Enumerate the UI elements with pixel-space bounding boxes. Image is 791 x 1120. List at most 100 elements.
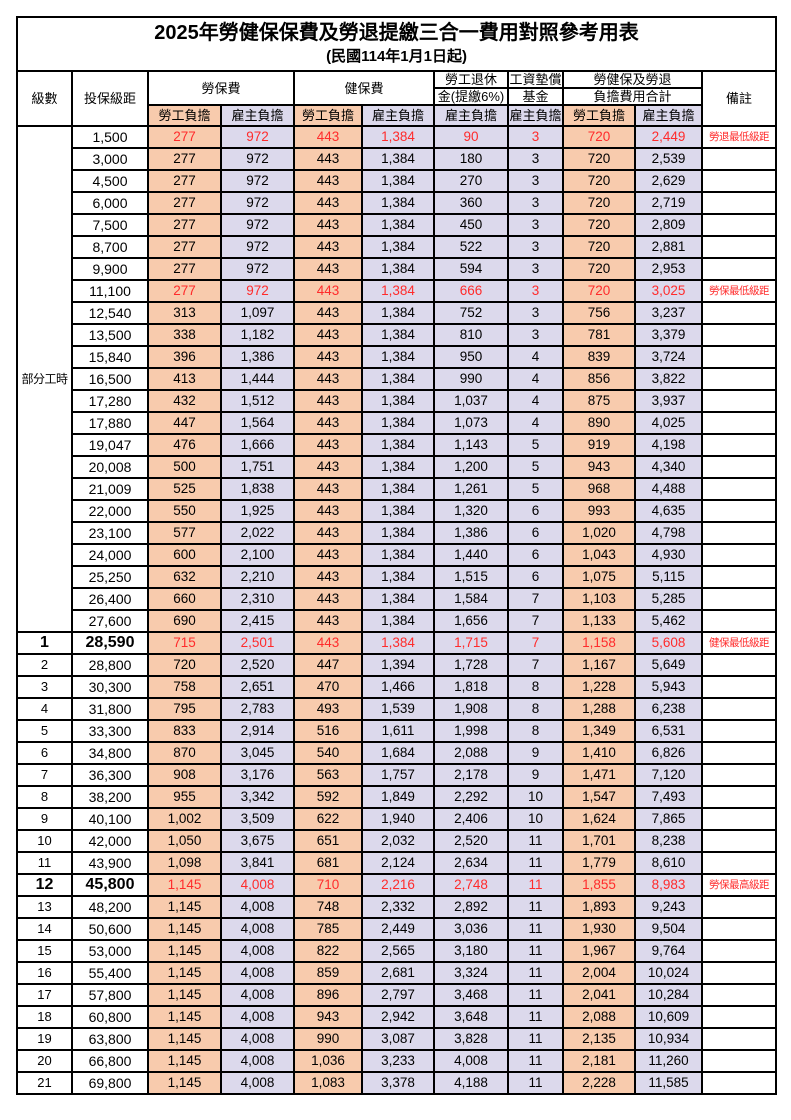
subheader-health-employer: 雇主負擔 [361,104,435,127]
value-cell: 2,135 [562,1027,636,1051]
value-cell: 919 [562,433,636,457]
value-cell: 2,041 [562,983,636,1007]
table-row: 24,000 600 2,100 443 1,384 1,440 6 1,043 4,930 [17,543,778,567]
value-cell: 3,822 [634,367,703,391]
bracket-cell: 13,500 [71,323,149,347]
value-cell: 1,145 [147,873,222,897]
value-cell: 1,097 [220,301,295,325]
value-cell: 5,608 [634,631,703,655]
value-cell: 8,238 [634,829,703,853]
value-cell: 443 [293,301,363,325]
value-cell: 622 [293,807,363,831]
value-cell: 443 [293,147,363,171]
bracket-cell: 31,800 [71,697,149,721]
table-row: 5 33,300 833 2,914 516 1,611 1,998 8 1,349 6,531 [16,719,778,743]
subheader-total-employer: 雇主負擔 [634,104,703,127]
value-cell: 3 [507,169,564,193]
value-cell: 1,925 [220,499,295,523]
value-cell: 833 [147,719,222,743]
value-cell: 2,565 [361,939,435,963]
header-row-2: 金(提繳6%) 基金 負擔費用合計 [17,87,776,106]
value-cell: 11 [507,895,564,919]
value-cell: 10,284 [634,983,703,1007]
value-cell: 443 [293,191,363,215]
value-cell: 2,681 [361,961,435,985]
level-cell: 7 [16,763,73,787]
value-cell: 1,386 [433,521,509,545]
value-cell: 1,624 [562,807,636,831]
table-row: 6 34,800 870 3,045 540 1,684 2,088 9 1,410 6,826 [16,741,778,765]
table-row: 20 66,800 1,145 4,008 1,036 3,233 4,008 11 2,181… [16,1049,778,1073]
value-cell: 1,515 [433,565,509,589]
level-cell-part-time: 部分工時 [16,125,73,633]
remark-cell [700,323,778,347]
value-cell: 443 [293,433,363,457]
value-cell: 10 [507,807,564,831]
value-cell: 4,008 [220,983,295,1007]
value-cell: 1,158 [562,631,636,655]
value-cell: 443 [293,323,363,347]
remark-cell [700,675,778,699]
value-cell: 10,024 [634,961,703,985]
value-cell: 1,349 [562,719,636,743]
bracket-cell: 19,047 [71,433,149,457]
value-cell: 1,020 [562,521,636,545]
bracket-cell: 3,000 [71,147,149,171]
page-subtitle: (民國114年1月1日起) [326,48,467,65]
value-cell: 443 [293,257,363,281]
bracket-cell: 8,700 [71,235,149,259]
level-cell: 8 [16,785,73,809]
value-cell: 856 [562,367,636,391]
value-cell: 4,635 [634,499,703,523]
col-header-bracket: 投保級距 [71,70,149,127]
value-cell: 470 [293,675,363,699]
value-cell: 666 [433,279,509,303]
value-cell: 443 [293,125,363,149]
col-header-level: 級數 [16,70,73,127]
value-cell: 3,324 [433,961,509,985]
value-cell: 1,584 [433,587,509,611]
bracket-cell: 69,800 [71,1071,149,1095]
value-cell: 1,940 [361,807,435,831]
subheader-pension-employer: 雇主負擔 [433,104,509,127]
value-cell: 4 [507,389,564,413]
value-cell: 1,145 [147,939,222,963]
bracket-cell: 28,800 [71,653,149,677]
value-cell: 4 [507,411,564,435]
value-cell: 11 [507,1049,564,1073]
table-row: 17 57,800 1,145 4,008 896 2,797 3,468 11 2,041 10… [16,983,778,1007]
value-cell: 5,462 [634,609,703,633]
bracket-cell: 25,250 [71,565,149,589]
value-cell: 9 [507,741,564,765]
remark-cell [700,1049,778,1073]
value-cell: 1,564 [220,411,295,435]
value-cell: 2,881 [634,235,703,259]
value-cell: 1,228 [562,675,636,699]
col-header-wage-fund-line2: 基金 [507,87,564,106]
value-cell: 2,228 [562,1071,636,1095]
table-row: 部分工時 1,500 277 972 443 1,384 90 3 720 2,449 勞退最低級距 [16,125,778,633]
value-cell: 1,145 [147,917,222,941]
value-cell: 2,942 [361,1005,435,1029]
value-cell: 1,320 [433,499,509,523]
remark-cell [700,477,778,501]
value-cell: 1,384 [361,367,435,391]
value-cell: 972 [220,279,295,303]
subheader-health-worker: 勞工負擔 [293,104,363,127]
value-cell: 1,098 [147,851,222,875]
value-cell: 2,124 [361,851,435,875]
value-cell: 1,384 [361,543,435,567]
value-cell: 7 [507,653,564,677]
table-body: 部分工時 1,500 277 972 443 1,384 90 3 720 2,449 勞退最低級距… [16,125,778,1095]
table-row: 23,100 577 2,022 443 1,384 1,386 6 1,020 4,798 [17,521,778,545]
value-cell: 1,384 [361,499,435,523]
value-cell: 4 [507,345,564,369]
value-cell: 1,261 [433,477,509,501]
value-cell: 5,943 [634,675,703,699]
value-cell: 7 [507,587,564,611]
value-cell: 3,468 [433,983,509,1007]
value-cell: 8 [507,697,564,721]
value-cell: 1,466 [361,675,435,699]
value-cell: 1,083 [293,1071,363,1095]
value-cell: 443 [293,389,363,413]
